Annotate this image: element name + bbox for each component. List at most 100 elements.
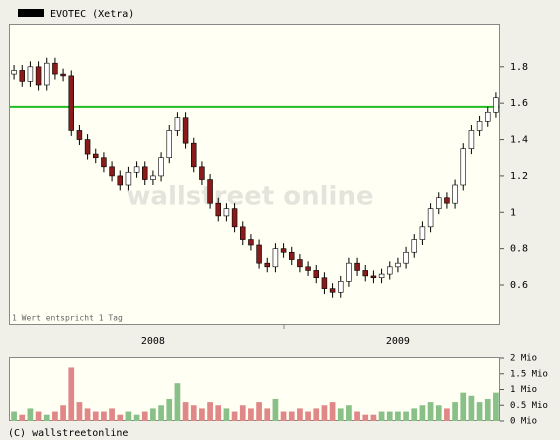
candle-body xyxy=(27,66,34,82)
volume-bar xyxy=(190,405,197,421)
candle-body xyxy=(60,73,66,77)
volume-bar xyxy=(337,408,344,421)
candle-body xyxy=(337,281,344,293)
volume-bar xyxy=(395,411,401,421)
y-tick-label: 1 xyxy=(510,207,516,218)
volume-bar xyxy=(427,402,434,421)
candle-body xyxy=(11,70,17,75)
volume-bar xyxy=(92,411,99,421)
volume-bar xyxy=(460,392,467,421)
candle-body xyxy=(288,251,295,260)
candle-body xyxy=(125,171,132,186)
candle-body xyxy=(207,179,213,204)
candle-body xyxy=(280,248,287,253)
volume-bar xyxy=(321,405,328,421)
candle-body xyxy=(452,184,458,204)
volume-bar xyxy=(207,402,213,421)
y-tick-label: 2 Mio xyxy=(510,354,537,364)
candle-body xyxy=(468,130,475,149)
volume-bar xyxy=(11,411,17,421)
candle-body xyxy=(256,244,262,264)
candle-body xyxy=(231,208,238,228)
candle-body xyxy=(52,62,58,75)
y-tick-label: 1 Mio xyxy=(510,385,537,395)
candle-body xyxy=(329,288,336,293)
volume-bar xyxy=(411,408,418,421)
candle-body xyxy=(19,70,25,82)
candle-body xyxy=(166,130,173,159)
volume-bar xyxy=(84,408,91,421)
note: 1 Wert entspricht 1 Tag xyxy=(12,314,123,323)
candle-body xyxy=(362,270,368,277)
candle-body xyxy=(223,208,230,217)
x-tick-label: 2008 xyxy=(141,336,165,347)
candle-body xyxy=(427,208,434,228)
volume-bar xyxy=(35,411,42,421)
volume-bar xyxy=(109,408,115,421)
volume-bar xyxy=(248,408,254,421)
volume-bar xyxy=(468,395,475,421)
candle-body xyxy=(386,266,393,275)
candle-body xyxy=(395,262,401,268)
volume-bar xyxy=(403,411,409,421)
candle-body xyxy=(240,226,246,240)
candle-body xyxy=(313,270,319,279)
volume-bar xyxy=(223,408,230,421)
candle-body xyxy=(493,97,499,113)
volume-bar xyxy=(174,383,181,421)
volume-bar xyxy=(52,411,58,421)
volume-bar xyxy=(280,411,287,421)
volume-bar xyxy=(60,405,66,421)
volume-bar xyxy=(133,414,140,421)
candle-body xyxy=(484,111,491,122)
candle-body xyxy=(174,117,181,131)
volume-bar xyxy=(158,405,164,421)
volume-bar xyxy=(313,408,320,421)
candle-body xyxy=(199,166,205,180)
y-tick-label: 1.2 xyxy=(510,171,528,182)
candle-body xyxy=(182,117,189,144)
y-tick-label: 1.5 Mio xyxy=(510,369,548,379)
volume-bar xyxy=(305,411,311,421)
candle-body xyxy=(68,75,75,131)
candle-body xyxy=(272,248,279,268)
candle-body xyxy=(435,197,442,209)
x-tick-label: 2009 xyxy=(386,336,410,347)
volume-bar xyxy=(231,411,238,421)
volume-bar xyxy=(256,402,262,421)
volume-panel xyxy=(9,357,500,421)
volume-bar xyxy=(476,402,483,421)
y-tick-label: 0.5 Mio xyxy=(510,401,548,411)
y-tick-label: 1.8 xyxy=(510,62,528,73)
candle-body xyxy=(411,239,417,253)
candle-body xyxy=(305,266,311,271)
candle-body xyxy=(403,251,409,264)
candle-body xyxy=(378,273,385,279)
footer: (C) wallstreetonline xyxy=(8,428,128,439)
volume-bar xyxy=(239,405,246,421)
candle-body xyxy=(35,66,42,86)
volume-bar xyxy=(141,411,148,421)
volume-bar xyxy=(329,402,336,421)
volume-bar xyxy=(19,414,26,421)
volume-bar xyxy=(362,414,369,421)
legend-swatch xyxy=(18,9,44,17)
volume-bar xyxy=(166,398,173,421)
volume-bar xyxy=(378,411,385,421)
candle-body xyxy=(142,166,148,180)
volume-bar xyxy=(117,414,124,421)
candle-body xyxy=(117,175,124,186)
volume-bar xyxy=(272,398,279,421)
volume-bar xyxy=(150,408,156,421)
volume-bar xyxy=(386,411,393,421)
volume-bar xyxy=(125,411,132,421)
volume-bar xyxy=(435,405,442,421)
y-tick-label: 0.8 xyxy=(510,244,528,255)
volume-bar xyxy=(76,402,83,421)
volume-bar xyxy=(215,405,222,421)
volume-bar xyxy=(419,405,426,421)
candle-body xyxy=(43,62,50,86)
volume-bar xyxy=(288,411,295,421)
volume-bar xyxy=(199,408,205,421)
